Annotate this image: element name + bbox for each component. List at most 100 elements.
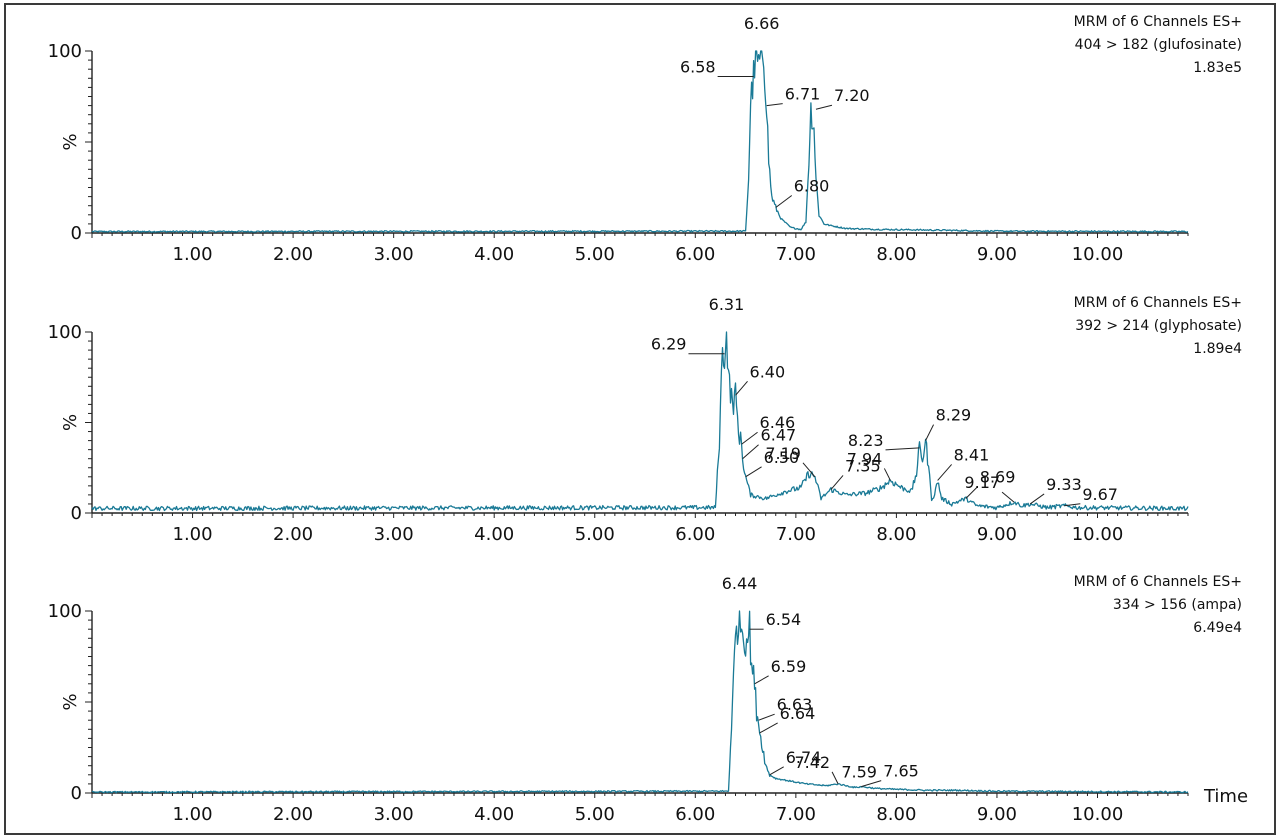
peak-leader-line [861, 780, 882, 788]
x-tick-label: 4.00 [474, 804, 514, 825]
y-axis-label: % [60, 133, 81, 150]
x-tick-label: 2.00 [273, 524, 313, 545]
x-tick-label: 6.00 [675, 244, 715, 265]
y-tick-label: 100 [48, 601, 82, 622]
channel-header-line: MRM of 6 Channels ES+ [1074, 295, 1242, 311]
peak-label: 6.29 [651, 335, 687, 354]
series-trace-1 [91, 50, 1189, 233]
peak-leader-line [883, 468, 891, 481]
peak-leader-line [815, 104, 833, 110]
x-tick-label: 8.00 [876, 524, 916, 545]
peak-label: 6.80 [794, 177, 830, 196]
channel-header-line: 1.89e4 [1193, 341, 1242, 357]
x-tick-label: 9.00 [977, 244, 1017, 265]
y-tick-label: 0 [71, 223, 82, 244]
x-tick-label: 3.00 [374, 524, 414, 545]
peak-label: 7.59 [841, 763, 877, 782]
peak-leader-line [759, 722, 778, 734]
peak-leader-line [925, 424, 935, 441]
peak-label: 8.69 [980, 468, 1016, 487]
x-tick-label: 1.00 [173, 524, 213, 545]
channel-header-line: MRM of 6 Channels ES+ [1074, 574, 1242, 590]
x-tick-label: 8.00 [876, 804, 916, 825]
peak-leader-line [1029, 493, 1045, 505]
peak-label: 6.71 [785, 85, 821, 104]
peak-label: 8.23 [848, 431, 884, 450]
peak-label: 7.20 [834, 86, 870, 105]
peak-leader-line [965, 486, 979, 499]
x-tick-label: 7.00 [776, 804, 816, 825]
peak-label: 7.19 [765, 444, 801, 463]
peak-leader-line [1064, 503, 1081, 507]
x-tick-label: 8.00 [876, 244, 916, 265]
channel-header-line: 392 > 214 (glyphosate) [1075, 318, 1242, 334]
peak-leader-line [830, 475, 844, 490]
channel-header-line: 334 > 156 (ampa) [1113, 597, 1242, 613]
x-tick-label: 5.00 [575, 524, 615, 545]
peak-leader-line [831, 771, 839, 785]
x-tick-label: 2.00 [273, 244, 313, 265]
peak-label: 6.47 [761, 426, 797, 445]
peak-label: 7.35 [845, 456, 881, 475]
x-tick-label: 1.00 [173, 244, 213, 265]
x-tick-label: 5.00 [575, 804, 615, 825]
peak-label: 6.58 [680, 57, 716, 76]
peak-leader-line [885, 447, 920, 451]
peak-label: 6.40 [750, 362, 786, 381]
x-tick-label: 2.00 [273, 804, 313, 825]
y-axis-label: % [60, 693, 81, 710]
peak-label: 9.33 [1046, 475, 1082, 494]
peak-label: 6.50 [764, 448, 800, 467]
x-tick-label: 7.00 [776, 524, 816, 545]
peak-label: 6.59 [771, 657, 807, 676]
x-tick-label: 4.00 [474, 524, 514, 545]
y-axis-label: % [60, 414, 81, 431]
peak-label: 6.54 [766, 610, 802, 629]
channel-header-line: 6.49e4 [1193, 620, 1242, 636]
x-tick-label: 6.00 [675, 524, 715, 545]
series-trace-2 [91, 331, 1189, 512]
peak-label: 7.65 [883, 762, 919, 781]
x-tick-label: 5.00 [575, 244, 615, 265]
peak-leader-line [937, 464, 953, 481]
x-tick-label: 4.00 [474, 244, 514, 265]
chromatogram-svg: 0 100% 1.00 2.00 3.00 4.00 5.00 6.00 7.00 8.00 9.0… [48, 14, 1248, 825]
peak-leader-line [758, 713, 775, 721]
channel-header-line: 404 > 182 (glufosinate) [1075, 37, 1242, 53]
peak-leader-line [741, 431, 758, 445]
y-tick-label: 100 [48, 322, 82, 343]
x-tick-label: 7.00 [776, 244, 816, 265]
x-tick-label: 6.00 [675, 804, 715, 825]
x-tick-label: 3.00 [374, 804, 414, 825]
peak-label: 7.42 [794, 753, 830, 772]
peak-leader-line [742, 444, 759, 460]
peak-leader-line [754, 675, 769, 685]
peak-label: 6.64 [780, 704, 816, 723]
x-tick-label: 10.00 [1072, 804, 1124, 825]
x-tick-label: 9.00 [977, 524, 1017, 545]
peak-label: 6.74 [786, 748, 822, 767]
peak-label: 6.31 [709, 295, 745, 314]
x-axis-label: Time [1203, 786, 1248, 807]
peak-label: 6.66 [744, 14, 780, 33]
x-tick-label: 1.00 [173, 804, 213, 825]
y-tick-label: 0 [71, 503, 82, 524]
peak-label: 6.63 [777, 695, 813, 714]
peak-leader-line [802, 462, 816, 478]
peak-leader-line [775, 195, 793, 208]
peak-leader-line [766, 103, 783, 107]
peak-leader-line [735, 381, 748, 396]
x-tick-label: 10.00 [1072, 524, 1124, 545]
series-trace-3 [92, 610, 1189, 794]
chromatogram-figure: 0 100% 1.00 2.00 3.00 4.00 5.00 6.00 7.00 8.00 9.0… [4, 3, 1276, 835]
peak-leader-line [745, 466, 762, 478]
peak-label: 8.41 [954, 445, 990, 464]
y-tick-label: 0 [71, 783, 82, 804]
channel-header-line: 1.83e5 [1193, 60, 1242, 76]
peak-label: 8.29 [936, 406, 972, 425]
peak-label: 6.44 [722, 574, 758, 593]
x-tick-label: 10.00 [1072, 244, 1124, 265]
channel-header-line: MRM of 6 Channels ES+ [1074, 14, 1242, 30]
peak-leader-line [769, 766, 784, 776]
x-tick-label: 9.00 [977, 804, 1017, 825]
